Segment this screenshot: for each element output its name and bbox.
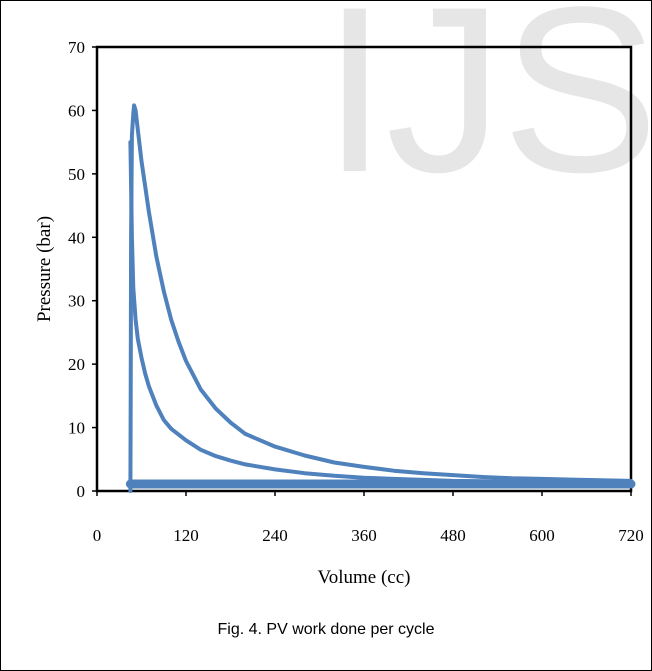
x-axis-title: Volume (cc) — [317, 567, 410, 588]
x-tick-label: 720 — [618, 526, 644, 545]
y-tick-label: 70 — [68, 38, 85, 57]
y-tick-label: 40 — [68, 228, 85, 247]
y-tick-label: 50 — [68, 165, 85, 184]
y-tick-label: 0 — [77, 482, 86, 501]
y-axis-title: Pressure (bar) — [34, 216, 55, 322]
x-tick-label: 360 — [351, 526, 377, 545]
plot-area-border — [95, 45, 633, 493]
x-tick-label: 120 — [173, 526, 199, 545]
y-tick-label: 20 — [68, 355, 85, 374]
pv-series-line-2 — [128, 140, 633, 485]
pv-series-line-1 — [128, 103, 633, 493]
figure-caption: Fig. 4. PV work done per cycle — [217, 621, 435, 638]
x-tick-label: 240 — [262, 526, 288, 545]
y-tick-label: 10 — [68, 419, 85, 438]
x-tick-label: 480 — [440, 526, 466, 545]
watermark: IJS — [322, 0, 652, 222]
x-tick-label: 0 — [93, 526, 102, 545]
y-tick-label: 30 — [68, 292, 85, 311]
y-tick-label: 60 — [68, 101, 85, 120]
x-tick-label: 600 — [529, 526, 555, 545]
